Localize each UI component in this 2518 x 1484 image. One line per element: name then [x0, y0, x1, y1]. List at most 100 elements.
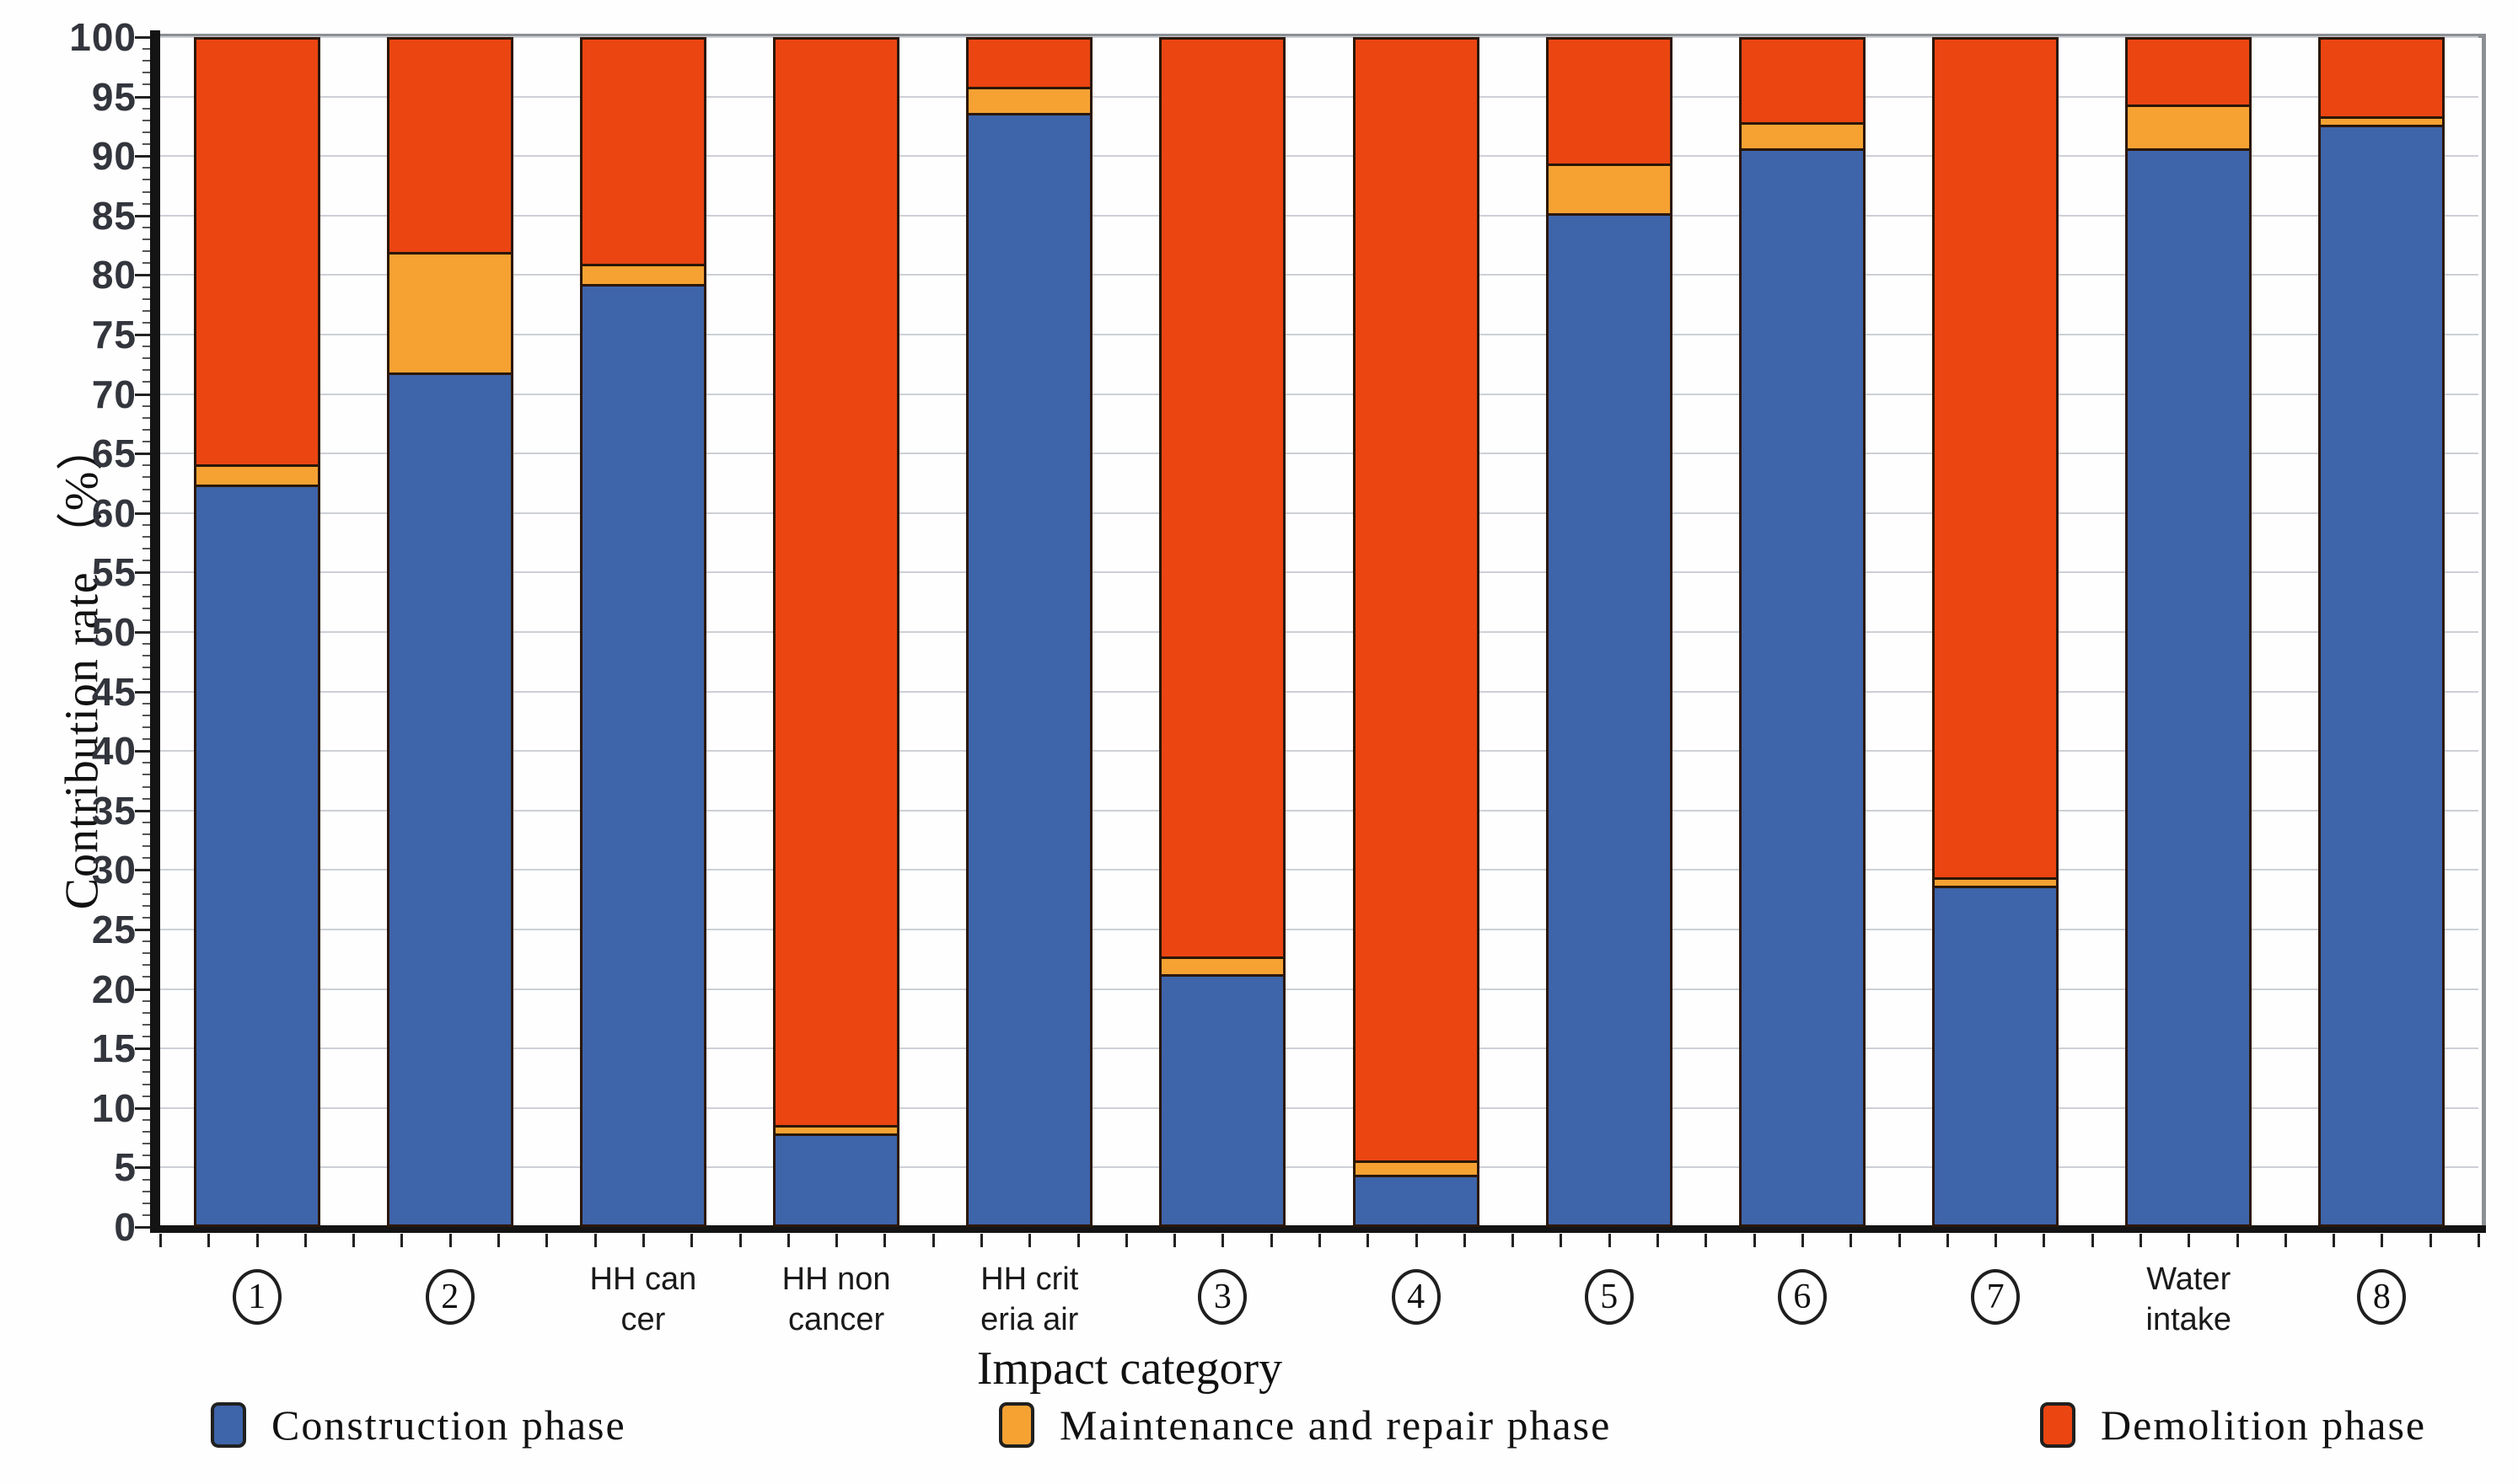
- y-major-tick: [135, 453, 150, 456]
- gridline: [160, 690, 2478, 693]
- x-tick: [1270, 1234, 1273, 1247]
- bar-segment-construction: [2128, 148, 2250, 1224]
- y-minor-tick: [142, 655, 150, 657]
- gridline: [160, 36, 2478, 38]
- gridline: [160, 988, 2478, 990]
- y-minor-tick: [142, 821, 150, 823]
- bar-segment-demolition: [2128, 40, 2250, 104]
- bar-category-1: [193, 37, 320, 1227]
- bar-segment-construction: [1741, 148, 1863, 1224]
- x-tick: [593, 1234, 597, 1247]
- x-tick: [1318, 1234, 1321, 1247]
- y-minor-tick: [142, 678, 150, 681]
- bar-segment-maintenance: [776, 1125, 898, 1133]
- y-tick-label: 45: [91, 669, 137, 714]
- bar-segment-maintenance: [389, 252, 511, 372]
- x-tick: [2139, 1234, 2142, 1247]
- bar-category-7: [1352, 37, 1479, 1227]
- x-tick: [207, 1234, 211, 1247]
- y-tick-label: 55: [91, 550, 137, 595]
- y-major-tick: [135, 869, 150, 872]
- x-tick: [1560, 1234, 1563, 1247]
- bar-segment-construction: [196, 485, 318, 1224]
- bar-segment-demolition: [1355, 40, 1477, 1160]
- bar-segment-demolition: [582, 40, 704, 264]
- x-axis-title: Impact category: [976, 1342, 1283, 1395]
- y-tick-label: 80: [91, 253, 137, 297]
- x-tick: [352, 1234, 356, 1247]
- x-tick: [2333, 1234, 2336, 1247]
- y-major-tick: [135, 631, 150, 634]
- gridline: [160, 1047, 2478, 1050]
- y-minor-tick: [142, 60, 150, 62]
- gridline: [160, 274, 2478, 276]
- bar-category-10: [1932, 37, 2059, 1227]
- gridline: [160, 571, 2478, 574]
- y-minor-tick: [142, 1131, 150, 1133]
- x-tick: [1366, 1234, 1370, 1247]
- gridline: [160, 512, 2478, 514]
- category-label-circled-3: 3: [1198, 1269, 1248, 1325]
- bar-segment-maintenance: [1935, 877, 2057, 886]
- x-tick: [1850, 1234, 1853, 1247]
- y-minor-tick: [142, 702, 150, 704]
- y-major-tick: [135, 393, 150, 396]
- bar-segment-construction: [1935, 886, 2057, 1224]
- gridline: [160, 155, 2478, 158]
- y-minor-tick: [142, 1155, 150, 1157]
- x-tick: [1946, 1234, 1949, 1247]
- gridline: [160, 214, 2478, 217]
- x-tick: [2236, 1234, 2239, 1247]
- bar-segment-maintenance: [1741, 122, 1863, 148]
- bar-segment-maintenance: [196, 464, 318, 485]
- y-minor-tick: [142, 916, 150, 919]
- bar-category-5: [966, 37, 1093, 1227]
- y-minor-tick: [142, 167, 150, 169]
- y-minor-tick: [142, 583, 150, 586]
- gridline: [160, 869, 2478, 871]
- bar-segment-demolition: [196, 40, 318, 464]
- y-minor-tick: [142, 738, 150, 741]
- y-minor-tick: [142, 1011, 150, 1014]
- category-label-text: Water intake: [2145, 1262, 2231, 1337]
- y-minor-tick: [142, 1083, 150, 1085]
- x-tick: [2091, 1234, 2094, 1247]
- x-tick: [1076, 1234, 1080, 1247]
- category-label-circled-7: 7: [1971, 1269, 2021, 1325]
- y-minor-tick: [142, 1071, 150, 1074]
- y-minor-tick: [142, 250, 150, 253]
- bar-segment-demolition: [2321, 40, 2443, 116]
- bar-segment-construction: [776, 1133, 898, 1224]
- x-tick: [1705, 1234, 1708, 1247]
- legend-swatch-icon: [999, 1402, 1034, 1448]
- x-tick: [642, 1234, 645, 1247]
- y-major-tick: [135, 95, 150, 99]
- y-minor-tick: [142, 476, 150, 479]
- x-tick: [1463, 1234, 1466, 1247]
- y-tick-label: 25: [91, 908, 137, 951]
- x-tick: [1125, 1234, 1128, 1247]
- y-major-tick: [135, 214, 150, 217]
- y-minor-tick: [142, 548, 150, 550]
- y-major-tick: [135, 929, 150, 931]
- y-minor-tick: [142, 202, 150, 205]
- y-minor-tick: [142, 72, 150, 74]
- bar-segment-construction: [1162, 974, 1284, 1224]
- legend-label: Demolition phase: [2101, 1401, 2427, 1449]
- category-label-circled-5: 5: [1584, 1269, 1634, 1325]
- bar-segment-demolition: [389, 40, 511, 252]
- y-minor-tick: [142, 286, 150, 288]
- gridline: [160, 95, 2478, 98]
- y-minor-tick: [142, 309, 150, 312]
- y-major-tick: [135, 809, 150, 812]
- bar-segment-construction: [1548, 213, 1670, 1224]
- x-tick: [1221, 1234, 1225, 1247]
- y-tick-label: 40: [91, 729, 137, 774]
- y-minor-tick: [142, 346, 150, 348]
- y-minor-tick: [142, 1213, 150, 1216]
- y-minor-tick: [142, 500, 150, 502]
- bar-category-2: [386, 37, 513, 1227]
- y-minor-tick: [142, 488, 150, 490]
- legend-swatch-icon: [211, 1402, 246, 1448]
- legend: Construction phase Maintenance and repair…: [0, 1387, 2518, 1471]
